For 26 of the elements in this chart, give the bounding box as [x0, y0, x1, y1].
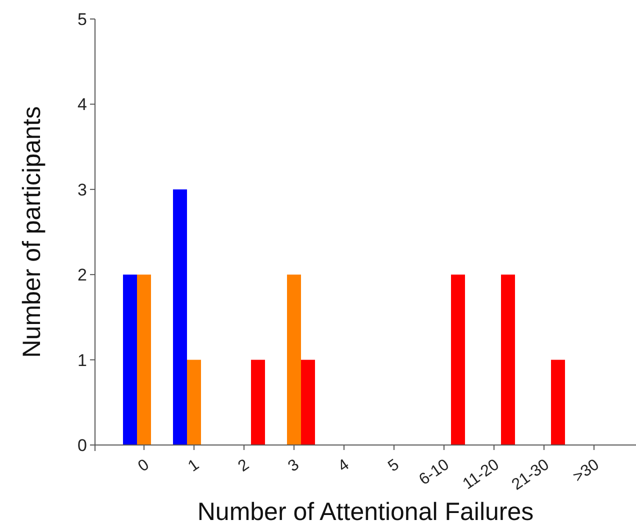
y-tick-label: 2: [78, 266, 87, 285]
bar: [551, 360, 565, 445]
x-tick-label: 2: [235, 456, 252, 476]
x-tick-label: 5: [385, 456, 402, 476]
y-tick-label: 1: [78, 350, 87, 370]
bar: [187, 360, 201, 445]
bar: [451, 274, 465, 445]
y-tick-label: 3: [78, 180, 87, 200]
bar: [137, 274, 151, 445]
x-tick-label: 6-10: [416, 456, 452, 489]
y-tick-label: 4: [78, 95, 87, 114]
bar: [287, 274, 301, 445]
bar: [123, 274, 137, 445]
x-tick-label: 4: [335, 456, 352, 476]
bar: [501, 274, 515, 445]
y-axis-title: Number of participants: [18, 106, 46, 358]
y-tick-label: 5: [78, 10, 87, 29]
x-tick-label: >30: [570, 456, 602, 486]
bar: [301, 360, 315, 445]
bar: [173, 189, 187, 445]
x-axis-title: Number of Attentional Failures: [197, 498, 534, 526]
x-tick-label: 1: [185, 456, 202, 476]
x-tick-label: 0: [135, 456, 152, 476]
y-tick-label: 0: [78, 436, 87, 455]
x-tick-label: 3: [285, 456, 302, 476]
bar: [251, 360, 265, 445]
